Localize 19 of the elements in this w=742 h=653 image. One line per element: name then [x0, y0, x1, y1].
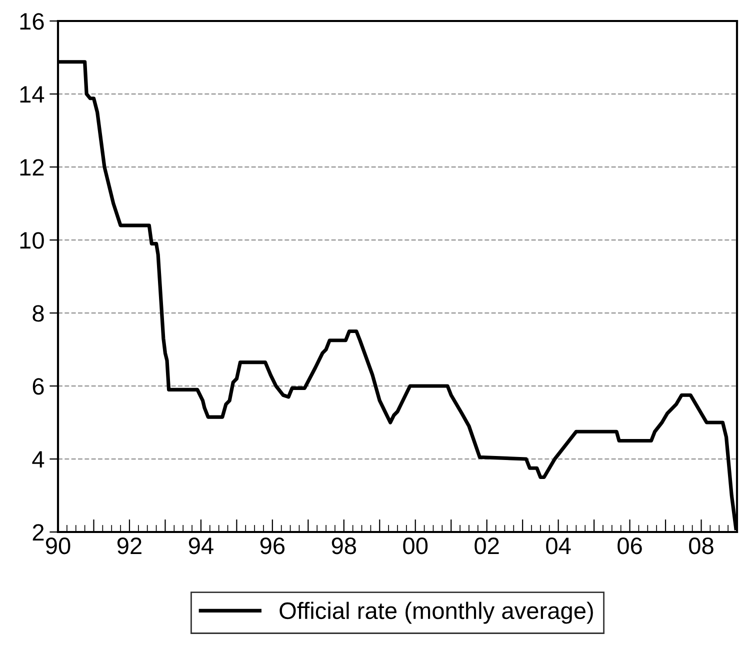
y-tick-label: 16	[20, 13, 44, 30]
y-tick-label: 14	[20, 86, 44, 103]
y-tick-label: 8	[32, 305, 44, 322]
x-tick-label: 98	[332, 537, 356, 554]
x-tick-label: 04	[546, 537, 571, 554]
y-tick-label: 4	[32, 451, 44, 468]
x-tick-label: 90	[46, 537, 70, 554]
x-tick-label: 02	[474, 537, 499, 554]
x-tick-label: 92	[117, 537, 142, 554]
x-tick-label: 94	[188, 537, 214, 554]
y-tick-label: 12	[20, 159, 44, 176]
legend-label: Official rate (monthly average)	[280, 602, 593, 624]
x-tick-label: 00	[403, 537, 428, 554]
x-tick-label: 08	[689, 537, 714, 554]
y-tick-label: 2	[32, 524, 44, 541]
x-tick-label: 06	[618, 537, 642, 554]
y-tick-label: 6	[32, 378, 44, 395]
x-tick-label: 96	[260, 537, 285, 554]
y-tick-label: 10	[20, 232, 44, 249]
